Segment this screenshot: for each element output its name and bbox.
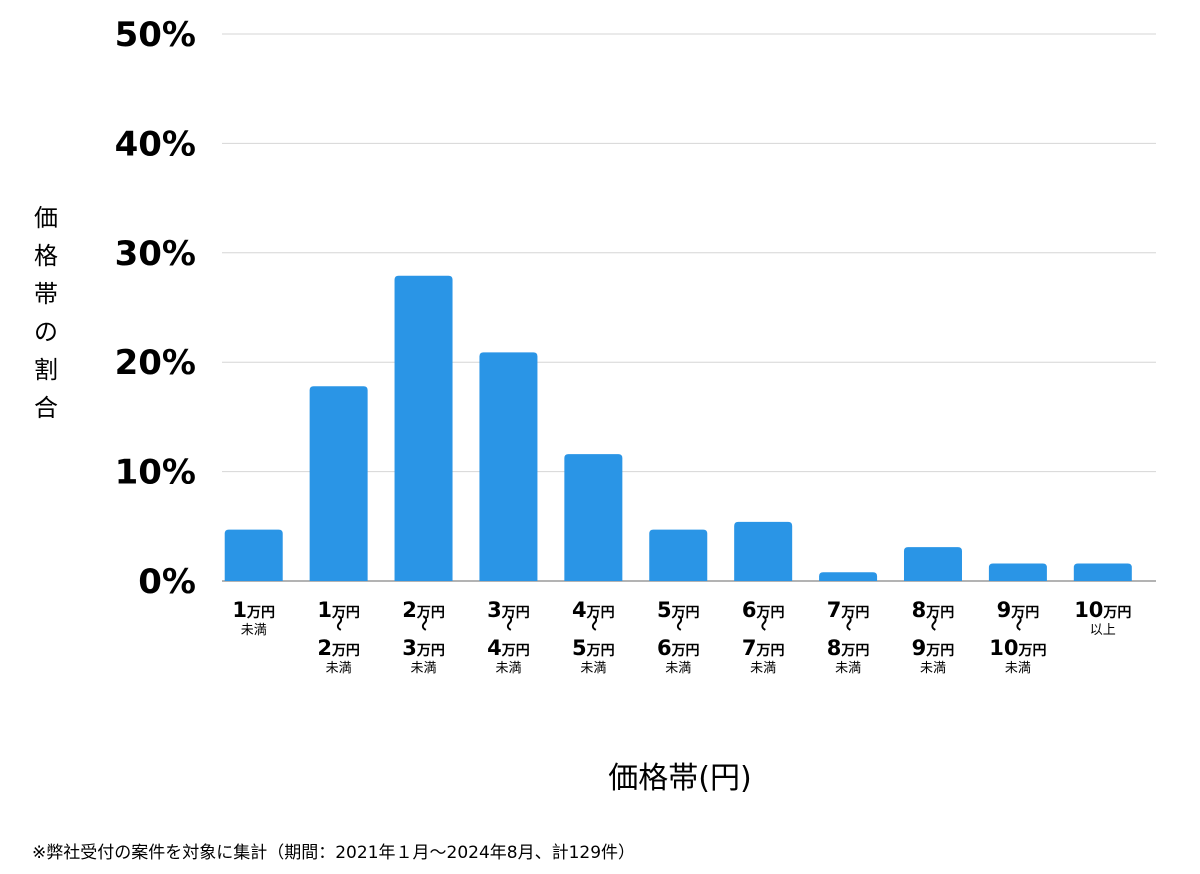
x-tick-value: 9万円: [997, 598, 1040, 622]
x-axis-label: 価格帯(円): [608, 761, 751, 796]
x-tick-range-separator: 〜: [924, 615, 943, 631]
x-tick-suffix: 未満: [580, 661, 606, 676]
x-tick-value: 6万円: [657, 636, 700, 660]
x-tick-value: 3万円: [487, 598, 530, 622]
y-tick-label: 50%: [115, 15, 196, 55]
x-tick-value: 2万円: [317, 636, 360, 660]
x-tick-range-separator: 〜: [330, 615, 349, 631]
x-tick-range-separator: 〜: [415, 615, 434, 631]
x-tick-suffix: 未満: [411, 661, 437, 676]
x-tick-suffix: 未満: [495, 661, 521, 676]
x-tick-value: 7万円: [827, 598, 870, 622]
x-tick-value: 9万円: [912, 636, 955, 660]
x-tick-value: 1万円: [317, 598, 360, 622]
x-tick-value: 8万円: [827, 636, 870, 660]
bar: [819, 572, 878, 581]
y-axis-label-char: 帯: [34, 280, 58, 308]
x-tick-range-separator: 〜: [669, 615, 688, 631]
bar: [479, 352, 538, 581]
x-tick-value: 7万円: [742, 636, 785, 660]
bar: [988, 563, 1047, 581]
x-tick-value: 8万円: [912, 598, 955, 622]
y-axis-label-char: 格: [34, 242, 58, 270]
y-tick-label: 40%: [115, 124, 196, 164]
x-tick-suffix: 未満: [920, 661, 946, 676]
y-tick-label: 0%: [138, 562, 196, 602]
y-axis-label-char: 価: [34, 204, 58, 232]
y-tick-label: 10%: [115, 453, 196, 493]
y-axis-label-char: 合: [34, 394, 58, 422]
bar: [224, 529, 283, 581]
y-tick-label: 30%: [115, 234, 196, 274]
x-tick-suffix: 未満: [750, 661, 776, 676]
x-tick-value: 4万円: [572, 598, 615, 622]
y-tick-label: 20%: [115, 343, 196, 383]
bar: [1073, 563, 1132, 581]
bar: [564, 454, 623, 581]
x-tick-range-separator: 〜: [839, 615, 858, 631]
x-tick-suffix: 未満: [835, 661, 861, 676]
x-tick-suffix: 未満: [1005, 661, 1031, 676]
x-tick-value: 2万円: [402, 598, 445, 622]
x-tick-value: 10万円: [989, 636, 1046, 660]
x-tick-value: 5万円: [572, 636, 615, 660]
x-tick-suffix: 以上: [1090, 623, 1116, 638]
x-tick-value: 1万円: [232, 598, 275, 622]
x-tick-value: 3万円: [402, 636, 445, 660]
y-axis-label-char: の: [34, 318, 58, 346]
x-tick-value: 10万円: [1074, 598, 1131, 622]
x-tick-range-separator: 〜: [1009, 615, 1028, 631]
bar: [394, 275, 453, 581]
bars: [224, 275, 1132, 581]
footnote: ※弊社受付の案件を対象に集計（期間：2021年１月〜2024年8月、計129件）: [32, 843, 635, 863]
y-axis-label-char: 割: [34, 356, 58, 384]
x-tick-suffix: 未満: [326, 661, 352, 676]
bar: [903, 547, 962, 581]
x-tick-value: 4万円: [487, 636, 530, 660]
x-tick-range-separator: 〜: [499, 615, 518, 631]
y-axis-ticks: 0% 10% 20% 30% 40% 50%: [115, 15, 196, 602]
x-tick-suffix: 未満: [241, 623, 267, 638]
x-tick-range-separator: 〜: [754, 615, 773, 631]
bar: [734, 521, 793, 581]
bar: [309, 386, 368, 581]
x-tick-range-separator: 〜: [584, 615, 603, 631]
bar: [649, 529, 708, 581]
x-tick-value: 6万円: [742, 598, 785, 622]
x-tick-suffix: 未満: [665, 661, 691, 676]
x-axis-ticks: 1万円未満1万円〜2万円未満2万円〜3万円未満3万円〜4万円未満4万円〜5万円未…: [232, 598, 1131, 676]
x-tick-value: 5万円: [657, 598, 700, 622]
